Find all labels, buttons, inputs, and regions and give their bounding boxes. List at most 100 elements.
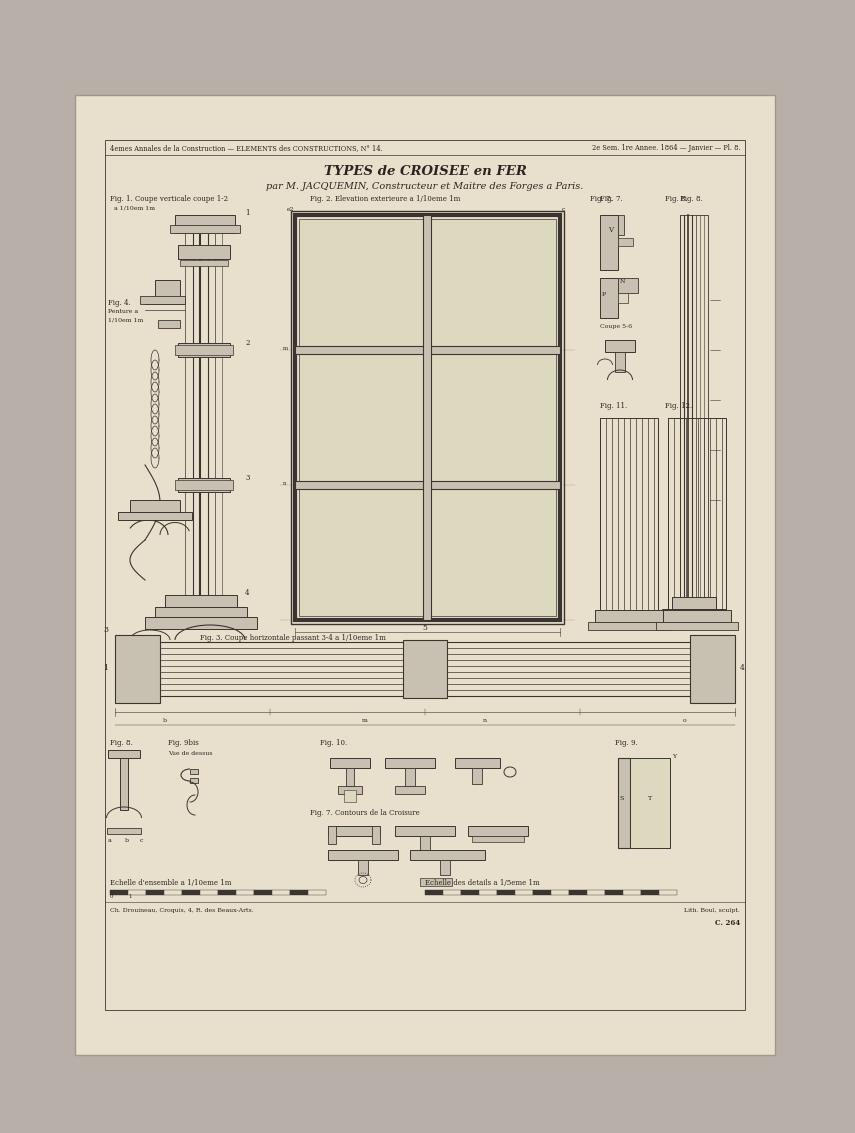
Bar [301,221,554,614]
Text: 2e Sem. 1re Annee. 1864 — Janvier — Pl. 8.: 2e Sem. 1re Annee. 1864 — Janvier — Pl. … [592,144,740,152]
Bar [328,850,398,860]
Bar [295,346,560,353]
Text: Echelle d'ensemble a 1/10eme 1m: Echelle d'ensemble a 1/10eme 1m [110,879,232,887]
Bar [175,480,233,489]
Bar [290,891,308,895]
Bar [641,891,659,895]
Bar [690,634,735,702]
Bar [299,219,423,346]
Bar [328,826,336,844]
Bar [75,95,775,1055]
Bar [358,860,368,875]
Bar [659,891,677,895]
Text: 4: 4 [245,589,250,597]
Bar [330,758,370,768]
Bar [425,891,443,895]
Bar [128,891,146,895]
Text: 4: 4 [740,664,745,672]
Bar [420,878,452,886]
Text: 1: 1 [103,664,108,672]
Text: 1/10em 1m: 1/10em 1m [108,317,144,322]
Bar [295,215,560,620]
Bar [618,215,624,235]
Bar [431,219,556,346]
Bar [431,489,556,616]
Bar [107,828,141,834]
Bar [145,617,257,629]
Bar [140,296,185,304]
Bar [175,346,233,355]
Bar [618,238,633,246]
Text: 0: 0 [110,894,114,898]
Bar [600,418,658,610]
Bar [395,786,425,794]
Text: e2: e2 [287,207,295,212]
Text: b: b [163,718,167,723]
Bar [443,891,461,895]
Bar [190,769,198,774]
Bar [118,512,192,520]
Bar [155,607,247,617]
Text: b: b [125,838,129,843]
Bar [344,790,356,802]
Text: 1: 1 [128,894,132,898]
Bar [618,293,628,303]
Text: V: V [608,225,613,235]
Bar [299,489,423,616]
Bar [165,595,237,607]
Text: N: N [620,279,625,284]
Bar [218,891,236,895]
Bar [587,891,605,895]
Bar [533,891,551,895]
Bar [236,891,254,895]
Text: Fig. 4.: Fig. 4. [108,299,131,307]
Text: Vue de dessus: Vue de dessus [168,751,213,756]
Bar [672,597,716,610]
Bar [569,891,587,895]
Text: Coupe 5-6: Coupe 5-6 [600,324,632,329]
Bar [618,278,638,293]
Text: Fig. 1. Coupe verticale coupe 1-2: Fig. 1. Coupe verticale coupe 1-2 [110,195,228,203]
Bar [200,891,218,895]
Bar [145,642,705,696]
Bar [440,860,450,875]
Bar [291,211,564,624]
Text: 4emes Annales de la Construction — ELEMENTS des CONSTRUCTIONS, N° 14.: 4emes Annales de la Construction — ELEME… [110,144,383,152]
Bar [468,826,528,836]
Bar [182,891,200,895]
Bar [605,891,623,895]
Bar [178,245,230,259]
Text: Fig. 3. Coupe horizontale passant 3-4 a 1/10eme 1m: Fig. 3. Coupe horizontale passant 3-4 a … [200,634,386,642]
Bar [605,340,635,352]
Text: Echelle des details a 1/5eme 1m: Echelle des details a 1/5eme 1m [425,879,540,887]
Text: T: T [648,796,652,801]
Text: Fig. 7. Contours de la Croisure: Fig. 7. Contours de la Croisure [310,809,420,817]
Bar [175,215,235,233]
Bar [328,826,380,836]
Text: Fig. 10.: Fig. 10. [320,739,347,747]
Bar [178,343,230,357]
Bar [423,215,431,620]
Text: TYPES de CROISEE en FER: TYPES de CROISEE en FER [323,165,527,178]
Bar [299,353,423,482]
Text: P: P [602,292,606,297]
Bar [158,320,180,327]
Text: Fig. 9.: Fig. 9. [615,739,638,747]
Bar [461,891,479,895]
Bar [308,891,326,895]
Bar [295,482,560,489]
Bar [420,836,430,852]
Bar [479,891,497,895]
Text: Fig. 8.: Fig. 8. [680,195,703,203]
Bar [497,891,515,895]
Text: C. 264: C. 264 [715,919,740,927]
Text: n: n [283,482,286,486]
Bar [120,755,128,810]
Text: 3: 3 [245,474,250,482]
Bar [615,352,625,372]
Bar [680,215,708,610]
Text: c: c [140,838,144,843]
Bar [190,778,198,783]
Bar [630,758,670,847]
Bar [338,786,362,794]
